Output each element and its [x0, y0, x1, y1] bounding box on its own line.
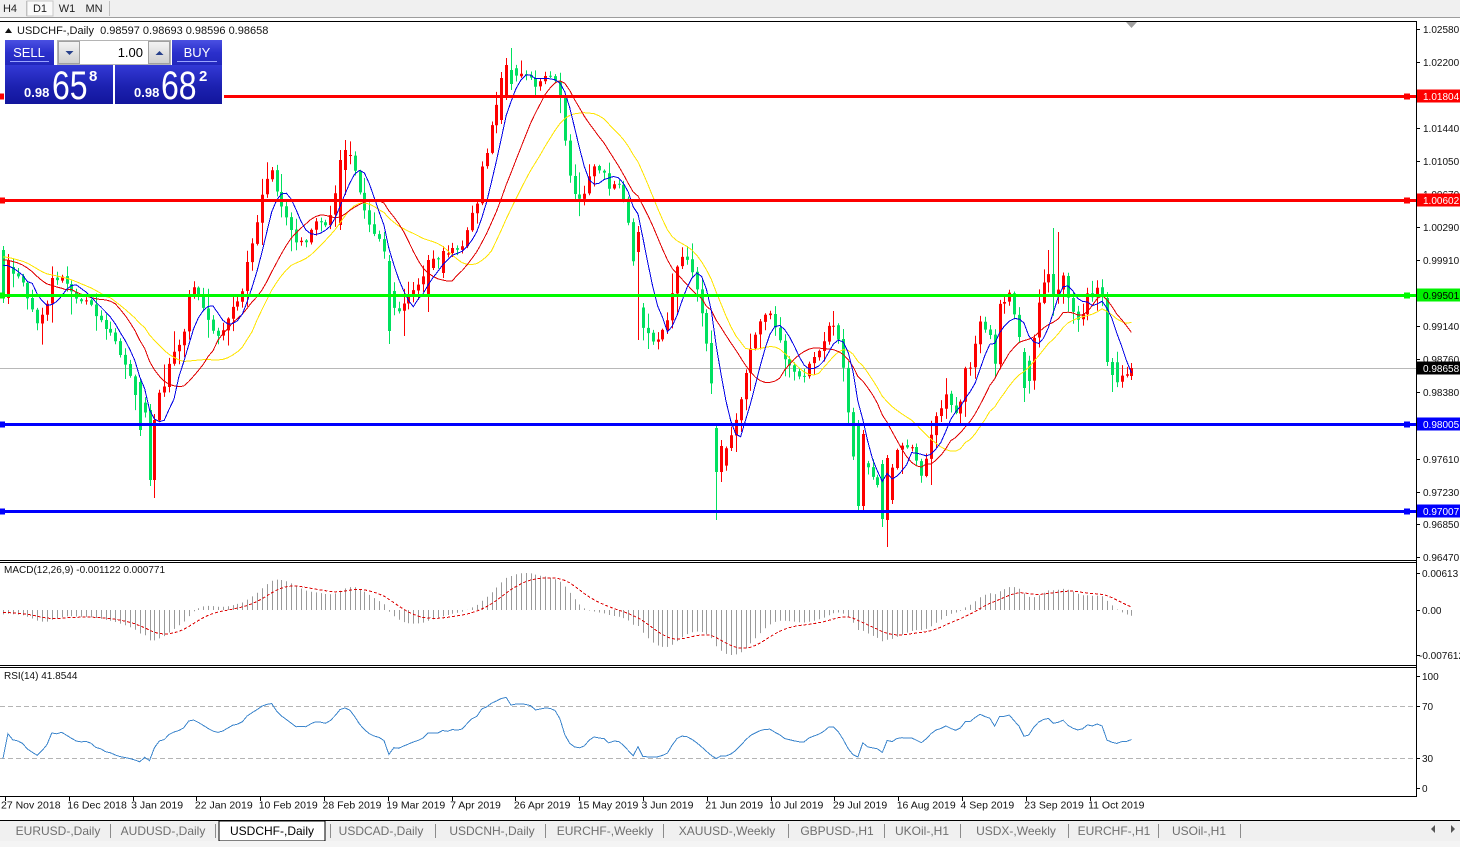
- svg-text:0.99910: 0.99910: [1423, 256, 1460, 267]
- svg-text:1.01440: 1.01440: [1423, 124, 1460, 135]
- svg-text:3 Jan 2019: 3 Jan 2019: [131, 800, 183, 812]
- svg-text:0.96470: 0.96470: [1423, 553, 1460, 564]
- svg-text:8: 8: [89, 68, 97, 85]
- svg-text:1.00: 1.00: [118, 45, 143, 60]
- svg-text:0.98380: 0.98380: [1423, 388, 1460, 399]
- svg-text:2: 2: [199, 68, 207, 85]
- svg-text:H4: H4: [3, 3, 17, 15]
- svg-text:1.00602: 1.00602: [1423, 196, 1460, 207]
- svg-text:USDCHF-,Daily: USDCHF-,Daily: [230, 824, 314, 838]
- svg-text:23 Sep 2019: 23 Sep 2019: [1024, 800, 1084, 812]
- svg-text:0.00: 0.00: [1422, 606, 1442, 617]
- svg-text:4 Sep 2019: 4 Sep 2019: [961, 800, 1015, 812]
- svg-text:0.98658: 0.98658: [1423, 364, 1460, 375]
- svg-text:EURCHF-,H1: EURCHF-,H1: [1078, 824, 1151, 838]
- svg-text:BUY: BUY: [184, 45, 211, 60]
- svg-text:1.00290: 1.00290: [1423, 223, 1460, 234]
- svg-text:0.98: 0.98: [24, 85, 49, 100]
- svg-text:EURUSD-,Daily: EURUSD-,Daily: [16, 824, 101, 838]
- svg-text:0.00613: 0.00613: [1422, 569, 1459, 580]
- svg-text:MN: MN: [85, 3, 102, 15]
- svg-text:0: 0: [1422, 784, 1428, 795]
- svg-text:1.01804: 1.01804: [1423, 92, 1460, 103]
- svg-text:26 Apr 2019: 26 Apr 2019: [514, 800, 571, 812]
- svg-text:15 May 2019: 15 May 2019: [578, 800, 639, 812]
- svg-text:MACD(12,26,9) -0.001122 0.0007: MACD(12,26,9) -0.001122 0.000771: [4, 565, 165, 576]
- svg-text:AUDUSD-,Daily: AUDUSD-,Daily: [121, 824, 206, 838]
- svg-text:28 Feb 2019: 28 Feb 2019: [323, 800, 382, 812]
- svg-text:UKOil-,H1: UKOil-,H1: [895, 824, 949, 838]
- svg-text:RSI(14) 41.8544: RSI(14) 41.8544: [4, 671, 78, 682]
- svg-text:19 Mar 2019: 19 Mar 2019: [386, 800, 445, 812]
- svg-text:D1: D1: [33, 3, 47, 15]
- svg-text:3 Jun 2019: 3 Jun 2019: [642, 800, 694, 812]
- svg-text:0.98005: 0.98005: [1423, 420, 1460, 431]
- svg-text:0.99501: 0.99501: [1423, 291, 1460, 302]
- svg-text:USDCNH-,Daily: USDCNH-,Daily: [449, 824, 534, 838]
- svg-text:7 Apr 2019: 7 Apr 2019: [450, 800, 501, 812]
- svg-text:21 Jun 2019: 21 Jun 2019: [705, 800, 763, 812]
- svg-text:1.02200: 1.02200: [1423, 58, 1460, 69]
- svg-text:W1: W1: [59, 3, 76, 15]
- svg-text:11 Oct 2019: 11 Oct 2019: [1088, 800, 1145, 812]
- svg-text:GBPUSD-,H1: GBPUSD-,H1: [800, 824, 874, 838]
- svg-text:0.97007: 0.97007: [1423, 507, 1460, 518]
- svg-text:30: 30: [1422, 754, 1434, 765]
- svg-text:16 Dec 2018: 16 Dec 2018: [67, 800, 127, 812]
- svg-text:-0.007612: -0.007612: [1419, 651, 1460, 662]
- svg-text:10 Jul 2019: 10 Jul 2019: [769, 800, 823, 812]
- svg-text:USOil-,H1: USOil-,H1: [1172, 824, 1226, 838]
- svg-text:0.99140: 0.99140: [1423, 322, 1460, 333]
- svg-text:68: 68: [161, 63, 197, 108]
- svg-text:29 Jul 2019: 29 Jul 2019: [833, 800, 887, 812]
- svg-text:65: 65: [52, 63, 88, 108]
- svg-text:0.98: 0.98: [134, 85, 159, 100]
- svg-text:0.97610: 0.97610: [1423, 455, 1460, 466]
- svg-text:EURCHF-,Weekly: EURCHF-,Weekly: [557, 824, 653, 838]
- svg-text:1.02580: 1.02580: [1423, 25, 1460, 36]
- svg-text:0.96850: 0.96850: [1423, 520, 1460, 531]
- svg-text:0.97230: 0.97230: [1423, 488, 1460, 499]
- svg-text:SELL: SELL: [13, 45, 45, 60]
- svg-text:0.98760: 0.98760: [1423, 355, 1460, 366]
- svg-text:70: 70: [1422, 702, 1434, 713]
- svg-text:27 Nov 2018: 27 Nov 2018: [1, 800, 61, 812]
- svg-text:10 Feb 2019: 10 Feb 2019: [259, 800, 318, 812]
- svg-text:USDX-,Weekly: USDX-,Weekly: [976, 824, 1056, 838]
- svg-text:USDCAD-,Daily: USDCAD-,Daily: [339, 824, 424, 838]
- svg-text:100: 100: [1422, 672, 1439, 683]
- svg-text:22 Jan 2019: 22 Jan 2019: [195, 800, 253, 812]
- svg-text:1.01050: 1.01050: [1423, 157, 1460, 168]
- svg-text:XAUUSD-,Weekly: XAUUSD-,Weekly: [679, 824, 775, 838]
- svg-text:16 Aug 2019: 16 Aug 2019: [897, 800, 956, 812]
- svg-text:USDCHF-,Daily 0.98597 0.98693: USDCHF-,Daily 0.98597 0.98693 0.98596 0.…: [17, 25, 268, 37]
